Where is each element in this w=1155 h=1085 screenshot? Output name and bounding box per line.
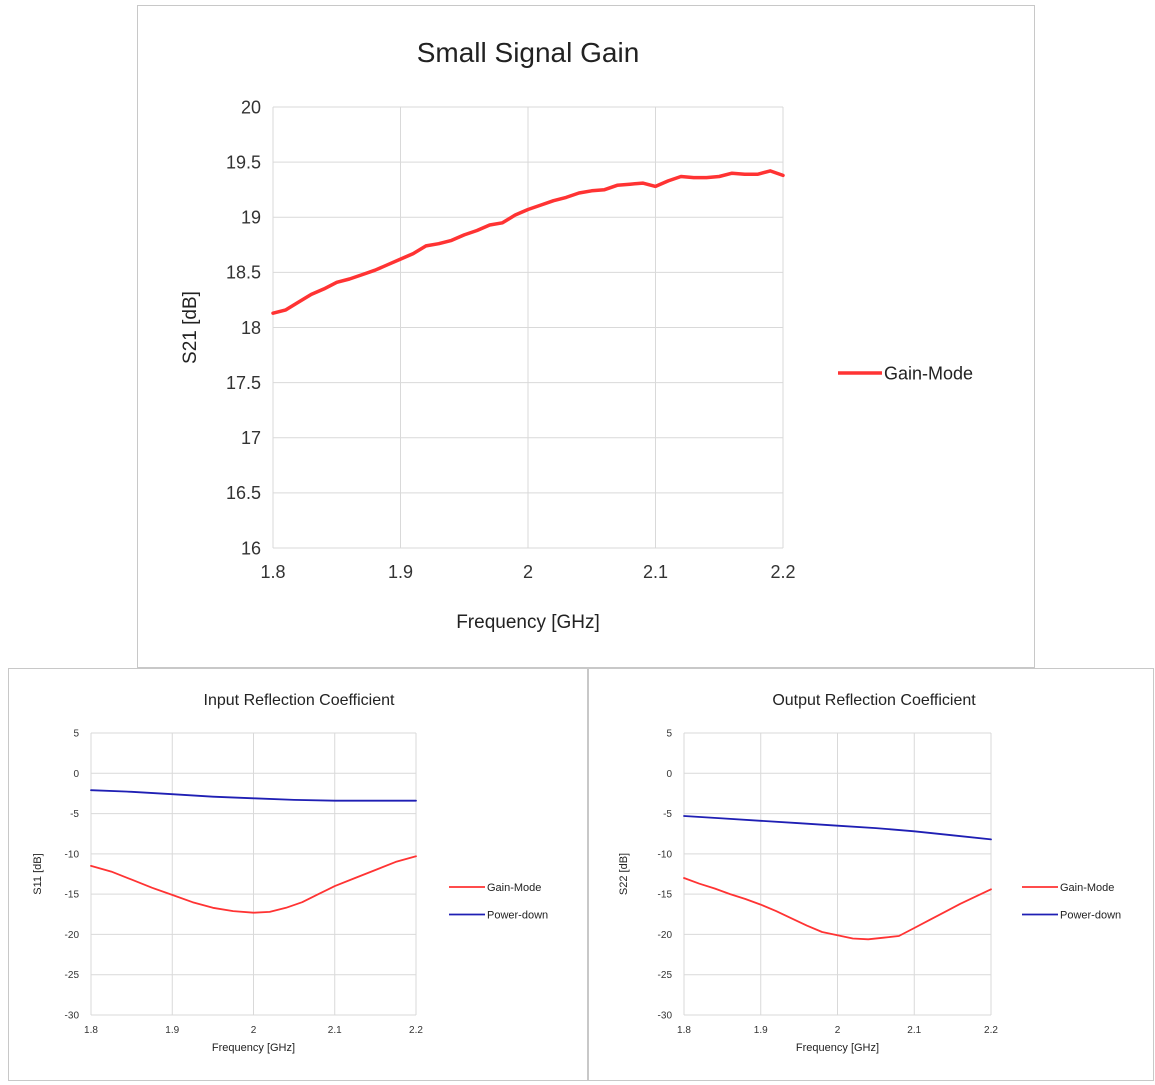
y-tick-label: -5 [663,809,672,820]
small-signal-gain-chart: Small Signal Gain 16 16.5 17 17.5 18 18.5 19 19.… [180,37,973,633]
input-reflection-panel: Input Reflection Coefficient -30 -25 -20 -15… [8,668,588,1081]
y-tick-label: 16 [241,538,261,558]
chart-title: Input Reflection Coefficient [204,692,395,709]
y-tick-label: 18 [241,318,261,338]
legend-label: Gain-Mode [1060,882,1114,894]
legend-label: Gain-Mode [487,882,541,894]
chart-title: Output Reflection Coefficient [772,692,976,709]
x-tick-label: 1.8 [84,1025,98,1036]
y-tick-label: 20 [241,97,261,117]
x-tick-label: 2.1 [643,562,668,582]
y-axis-label: S21 [dB] [180,291,201,364]
y-tick-label: -30 [658,1011,673,1022]
y-tick-label: 0 [666,769,672,780]
y-axis-label: S11 [dB] [32,853,44,894]
x-tick-label: 1.9 [165,1025,179,1036]
x-tick-label: 2 [251,1025,257,1036]
series-line-power-down [90,789,417,802]
x-tick-label: 2 [523,562,533,582]
y-tick-label: -15 [65,890,80,901]
y-tick-label: -25 [65,970,80,981]
y-tick-label: 16.5 [226,483,261,503]
legend-label: Power-down [1060,909,1121,921]
output-reflection-panel: Output Reflection Coefficient -30 -25 -20 -1… [588,668,1154,1081]
y-tick-label: 5 [666,729,672,740]
x-tick-label: 2.2 [984,1025,998,1036]
input-reflection-chart: Input Reflection Coefficient -30 -25 -20 -15… [32,692,548,1054]
x-tick-label: 1.9 [388,562,413,582]
x-axis-label: Frequency [GHz] [212,1042,295,1054]
small-signal-gain-panel: Small Signal Gain 16 16.5 17 17.5 18 18.5 19 19.… [137,5,1035,668]
series-line-gain-mode [683,877,992,941]
x-tick-label: 1.9 [754,1025,768,1036]
x-tick-label: 2.1 [907,1025,921,1036]
chart-title: Small Signal Gain [417,37,640,68]
y-tick-label: -25 [658,970,673,981]
series-line-power-down [683,815,992,841]
x-tick-label: 2.2 [770,562,795,582]
y-tick-label: -10 [658,849,673,860]
y-axis-label: S22 [dB] [618,853,630,895]
x-tick-label: 2.1 [328,1025,342,1036]
y-tick-label: 19 [241,208,261,228]
y-tick-label: 0 [73,769,79,780]
y-tick-label: 5 [73,729,79,740]
x-tick-label: 2.2 [409,1025,423,1036]
y-tick-label: -20 [65,930,80,941]
x-tick-label: 1.8 [260,562,285,582]
x-axis-label: Frequency [GHz] [456,612,600,633]
legend-label: Gain-Mode [884,363,973,383]
y-tick-label: -10 [65,849,80,860]
y-tick-label: -20 [658,930,673,941]
x-tick-label: 1.8 [677,1025,691,1036]
series-line-gain-mode [271,169,785,315]
y-tick-label: -15 [658,890,673,901]
y-tick-label: 19.5 [226,152,261,172]
series-line-gain-mode [90,855,417,914]
y-tick-label: -5 [70,809,79,820]
y-tick-label: -30 [65,1011,80,1022]
y-tick-label: 17.5 [226,373,261,393]
legend-label: Power-down [487,909,548,921]
output-reflection-chart: Output Reflection Coefficient -30 -25 -20 -1… [618,692,1121,1054]
y-tick-label: 17 [241,428,261,448]
x-tick-label: 2 [835,1025,841,1036]
x-axis-label: Frequency [GHz] [796,1042,879,1054]
y-tick-label: 18.5 [226,263,261,283]
